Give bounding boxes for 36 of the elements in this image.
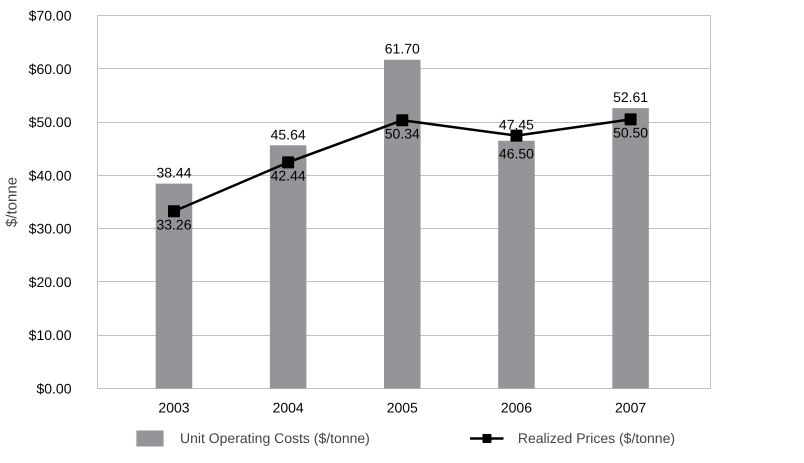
point: [168, 205, 180, 218]
data-label: 45.64: [270, 126, 306, 142]
x-tick-label: 2006: [500, 400, 532, 416]
y-tick-label: $0.00: [36, 380, 72, 396]
point: [282, 156, 294, 168]
data-label: 47.45: [498, 116, 534, 133]
y-tick-label: $60.00: [28, 60, 72, 77]
y-tick-label: $30.00: [28, 220, 72, 237]
data-label: 50.50: [613, 124, 648, 140]
bar: [612, 108, 649, 388]
y-tick-label: $40.00: [28, 167, 72, 184]
bar: [384, 60, 421, 388]
y-tick-label: $20.00: [28, 274, 72, 290]
data-label: 33.26: [156, 216, 192, 232]
y-tick-label: $70.00: [28, 8, 72, 24]
data-label: 61.70: [384, 40, 420, 57]
x-tick-label: 2005: [386, 400, 418, 416]
y-tick-label: $50.00: [28, 114, 72, 130]
data-label: 38.44: [156, 164, 192, 181]
y-tick-label: $10.00: [28, 327, 72, 344]
x-tick-label: 2007: [615, 400, 646, 416]
x-tick-label: 2004: [272, 400, 304, 416]
point: [624, 113, 637, 126]
bar: [270, 145, 306, 388]
data-label: 46.50: [498, 146, 534, 162]
data-label: 42.44: [270, 167, 306, 184]
y-axis-title: $/tonne: [4, 176, 21, 228]
legend-label: Unit Operating Costs ($/tonne): [180, 430, 370, 446]
point: [396, 114, 408, 126]
bar: [156, 184, 192, 388]
bar: [498, 140, 535, 388]
data-label: 52.61: [613, 89, 648, 106]
x-tick-label: 2003: [158, 400, 190, 416]
data-label: 50.34: [384, 125, 420, 142]
legend-label: Realized Prices ($/tonne): [518, 430, 676, 446]
point: [510, 130, 522, 142]
